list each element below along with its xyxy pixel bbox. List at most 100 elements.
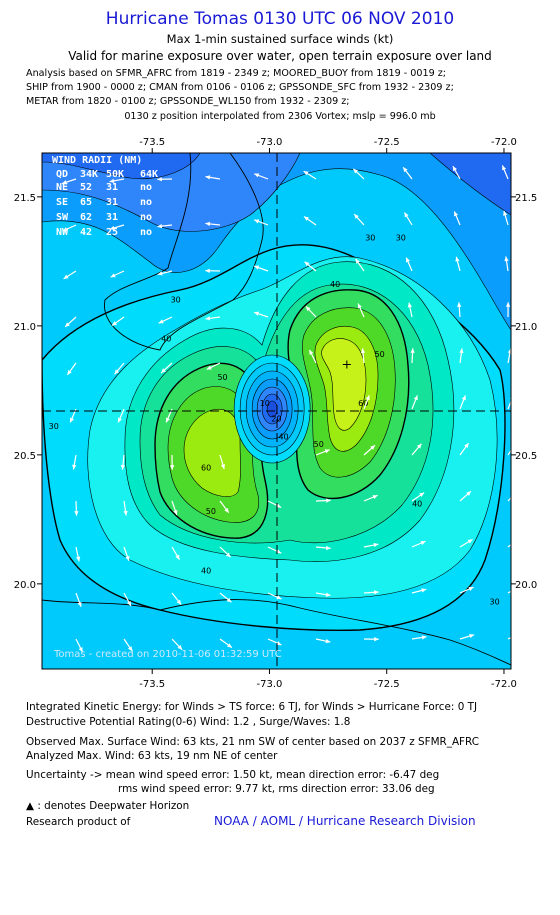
wind-arrow [219, 592, 232, 603]
x-tick-label: -72.0 [491, 137, 517, 148]
wind-arrow [315, 545, 331, 551]
contour-region [183, 408, 241, 497]
wind-arrow [123, 546, 130, 562]
wind-arrow [219, 638, 233, 649]
wind-arrow [360, 348, 366, 364]
wind-arrow [363, 395, 370, 410]
wind-arrow [267, 592, 282, 600]
wind-arrow [402, 166, 413, 180]
wind-arrow [411, 540, 426, 548]
wind-arrow [507, 348, 511, 364]
x-tick-label: -72.0 [491, 679, 517, 690]
x-tick-label: -73.0 [257, 679, 283, 690]
wind-arrow [158, 316, 173, 324]
y-tick-label: 21.5 [14, 193, 36, 204]
wind-radii-cell: NE [56, 182, 68, 193]
wind-arrow [315, 498, 331, 503]
wind-arrow [459, 395, 467, 410]
wind-arrow [315, 592, 331, 597]
wind-arrow [352, 168, 365, 180]
wind-radii-header: 50K [106, 169, 124, 180]
wind-arrow [315, 638, 331, 644]
wind-arrow [205, 175, 221, 180]
wind-arrow [411, 492, 425, 502]
y-tick-label: 21.0 [14, 322, 36, 333]
wind-arrow [455, 256, 461, 272]
wind-radii-header: 34K [80, 169, 98, 180]
wind-arrow [411, 443, 422, 456]
wind-arrow [254, 173, 269, 180]
wind-arrow [110, 270, 125, 278]
wind-radii-cell: 25 [106, 227, 118, 238]
y-tick-label: 20.5 [14, 451, 36, 462]
wind-arrow [253, 265, 269, 272]
wind-radii-cell: no [140, 182, 152, 193]
wind-radii-title: WIND RADII (NM) [52, 155, 142, 166]
contour-label: 30 [365, 234, 375, 243]
contour-label: 30 [49, 422, 59, 431]
wind-arrow [171, 500, 178, 516]
wind-radii-cell: SW [56, 212, 69, 223]
wind-radii-cell: 62 [80, 212, 92, 223]
wind-arrow [305, 305, 317, 318]
analyzed-wind-text: Analyzed Max. Wind: 63 kts, 19 nm NE of … [26, 750, 278, 762]
wind-radii-header: 64K [140, 169, 158, 180]
wind-radii-cell: no [140, 227, 152, 238]
contour-label: 40 [278, 432, 288, 441]
uncertainty-rms-text: rms wind speed error: 9.77 kt, rms direc… [118, 783, 435, 795]
wind-arrow [459, 490, 472, 502]
wind-arrow [363, 590, 379, 595]
wind-arrow [114, 362, 125, 375]
contour-label: 50 [375, 350, 385, 359]
contour-region [321, 338, 367, 431]
y-tick-label: 20.0 [14, 580, 36, 591]
wind-arrow [74, 500, 79, 516]
contour-region [42, 153, 201, 180]
wind-arrow [407, 302, 413, 318]
wind-radii-cell: 31 [106, 197, 118, 208]
contour-label: 20 [271, 414, 281, 423]
center-crosshair [42, 153, 511, 669]
contour-labels: 30 40 50 60 50 40 2010 50 40 30 60 50 40 40 30 30 30 [49, 234, 500, 607]
wind-arrow [66, 362, 77, 376]
wind-arrow [459, 442, 470, 456]
wind-arrow [267, 546, 282, 554]
wind-radii-cell: 31 [106, 182, 118, 193]
wind-arrow [219, 454, 226, 470]
contour-label: 40 [201, 567, 211, 576]
wind-radii-header: QD [56, 169, 68, 180]
wind-arrow [355, 258, 365, 272]
wind-radii-cell: 42 [80, 227, 92, 238]
wind-arrow [75, 546, 81, 562]
wind-arrow [507, 449, 511, 456]
deepwater-note-text: : denotes Deepwater Horizon [37, 800, 190, 812]
platform-icon: ▲ [26, 800, 34, 812]
wind-arrow [315, 449, 330, 456]
noaa-link[interactable]: NOAA / AOML / Hurricane Research Divisio… [214, 814, 476, 828]
wind-arrow [507, 496, 511, 502]
wind-radii-table: WIND RADII (NM) QD 34K 50K 64K NE 52 31 no SE 65 31… [52, 155, 158, 238]
x-tick-label: -73.5 [139, 679, 165, 690]
wind-arrow [452, 165, 461, 180]
x-tick-label: -73.5 [139, 137, 165, 148]
chart-subtitle: Max 1-min sustained surface winds (kt) [166, 32, 394, 46]
wind-radii-cell: 52 [80, 182, 92, 193]
wind-radii-cell: NW [56, 227, 69, 238]
contour-label: 30 [489, 598, 499, 607]
wind-arrow [206, 362, 221, 371]
axes: -73.5 -73.5 -73.0 -73.0 -72.5 -72.5 -72.0 -72.0… [14, 137, 538, 690]
validity-note: Valid for marine exposure over water, op… [68, 49, 492, 63]
wind-arrow [459, 586, 474, 594]
wind-arrow [253, 311, 269, 318]
wind-arrow [459, 348, 464, 364]
contour-label: 60 [358, 399, 368, 408]
wind-arrow [353, 213, 365, 226]
contour-label: 30 [171, 296, 181, 305]
contour-label: 60 [201, 463, 211, 472]
contour-label: 30 [396, 234, 406, 243]
wind-arrow [304, 261, 317, 272]
y-tick-label: 21.5 [515, 193, 537, 204]
source-line: SHIP from 1900 - 0000 z; CMAN from 0106 … [26, 82, 454, 93]
y-tick-label: 21.0 [515, 322, 537, 333]
wind-arrow [109, 178, 125, 184]
